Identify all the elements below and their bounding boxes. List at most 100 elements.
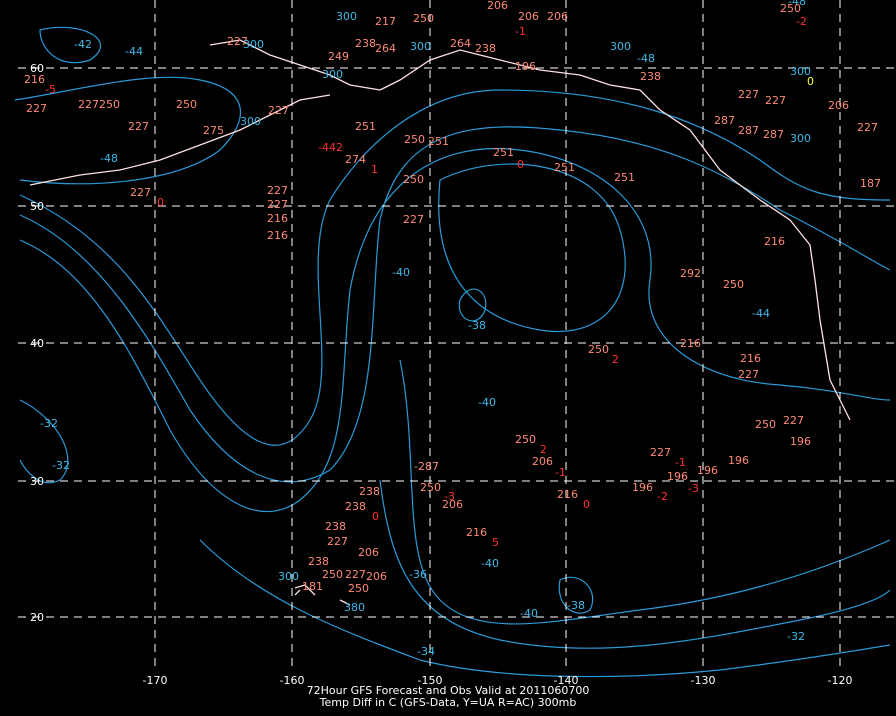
- station-label: 300: [240, 115, 261, 128]
- station-label: 300: [336, 10, 357, 23]
- station-label: 206: [518, 10, 539, 23]
- station-label: 227250: [78, 98, 120, 111]
- station-label: 1: [371, 163, 378, 176]
- station-label: 249: [328, 50, 349, 63]
- station-label: 227: [857, 121, 878, 134]
- station-label: 251: [355, 120, 376, 133]
- station-label: 187: [860, 177, 881, 190]
- station-label: -3: [444, 490, 455, 503]
- station-label: -3: [688, 482, 699, 495]
- station-label: 227: [267, 198, 288, 211]
- station-label: 300: [790, 132, 811, 145]
- station-label: 238: [640, 70, 661, 83]
- station-label: 0: [517, 158, 524, 171]
- station-label: -48: [100, 152, 118, 165]
- station-label: 238: [355, 37, 376, 50]
- lon-label: -140: [554, 674, 579, 687]
- station-label: 380: [344, 601, 365, 614]
- coastlines: [29, 39, 851, 606]
- station-label: -40: [478, 396, 496, 409]
- station-label: 227: [268, 104, 289, 117]
- station-label: 216: [267, 212, 288, 225]
- station-label: 0: [372, 510, 379, 523]
- lon-label: -170: [143, 674, 168, 687]
- station-label: -44: [125, 45, 143, 58]
- lon-label: -160: [280, 674, 305, 687]
- station-label: 216: [557, 488, 578, 501]
- lon-label: -120: [828, 674, 853, 687]
- station-label: 300: [278, 570, 299, 583]
- station-label: 238: [359, 485, 380, 498]
- station-label: 227: [130, 186, 151, 199]
- station-label: 2: [612, 353, 619, 366]
- station-label: 300: [243, 38, 264, 51]
- station-label: 227: [26, 102, 47, 115]
- station-label: 0: [583, 498, 590, 511]
- station-label: 227: [327, 535, 348, 548]
- station-label: -2: [657, 490, 668, 503]
- station-label: 227: [345, 568, 366, 581]
- station-label: 287: [738, 124, 759, 137]
- station-label: 216: [680, 337, 701, 350]
- station-label: 227: [765, 94, 786, 107]
- station-label: 227: [227, 35, 248, 48]
- station-label: 275: [203, 124, 224, 137]
- station-label: -38: [567, 599, 585, 612]
- station-label: 216: [740, 352, 761, 365]
- station-label: 227: [738, 368, 759, 381]
- station-label: 196: [632, 481, 653, 494]
- station-label: 227: [738, 88, 759, 101]
- station-label: -40: [481, 557, 499, 570]
- station-label: 250: [723, 278, 744, 291]
- station-label: 300: [610, 40, 631, 53]
- station-label: 5: [492, 536, 499, 549]
- station-label: 227: [650, 446, 671, 459]
- caption-line: Temp Diff in C (GFS-Data, Y=UA R=AC) 300…: [319, 696, 577, 709]
- station-label: -1: [675, 456, 686, 469]
- station-label: 216: [466, 526, 487, 539]
- station-label: 287: [714, 114, 735, 127]
- lat-label: 30: [30, 475, 44, 488]
- station-label: -42: [74, 38, 92, 51]
- station-label: -287: [414, 460, 439, 473]
- station-label: 196: [515, 60, 536, 73]
- station-label: 206: [828, 99, 849, 112]
- station-label: 300: [410, 40, 431, 53]
- station-label: -5: [45, 83, 56, 96]
- station-label: -2: [796, 15, 807, 28]
- station-label: 300: [790, 65, 811, 78]
- station-label: 2: [540, 443, 547, 456]
- station-label: 0: [807, 75, 814, 88]
- station-label: 206: [442, 498, 463, 511]
- station-label: 217: [375, 15, 396, 28]
- station-label: -1: [515, 25, 526, 38]
- station-label: 238: [475, 42, 496, 55]
- station-label: 216: [24, 73, 45, 86]
- station-label: 251: [428, 135, 449, 148]
- station-label: 196: [667, 470, 688, 483]
- station-label: 300: [322, 68, 343, 81]
- station-label: 206: [547, 10, 568, 23]
- station-label: 238: [345, 500, 366, 513]
- station-label: 206: [487, 0, 508, 12]
- station-label: 227: [267, 184, 288, 197]
- station-label: -48: [637, 52, 655, 65]
- station-label: -38: [468, 319, 486, 332]
- station-label: -32: [52, 459, 70, 472]
- station-label: 251: [554, 161, 575, 174]
- station-label: 238: [325, 520, 346, 533]
- lat-label: 40: [30, 337, 44, 350]
- station-label: 0: [157, 196, 164, 209]
- station-label: -40: [520, 607, 538, 620]
- station-label: 196: [697, 464, 718, 477]
- station-label: 250: [322, 568, 343, 581]
- lon-label: -150: [418, 674, 443, 687]
- station-label: 206: [532, 455, 553, 468]
- station-label: 250: [515, 433, 536, 446]
- station-label: 206: [358, 546, 379, 559]
- station-label: 250: [780, 2, 801, 15]
- lon-label: -130: [691, 674, 716, 687]
